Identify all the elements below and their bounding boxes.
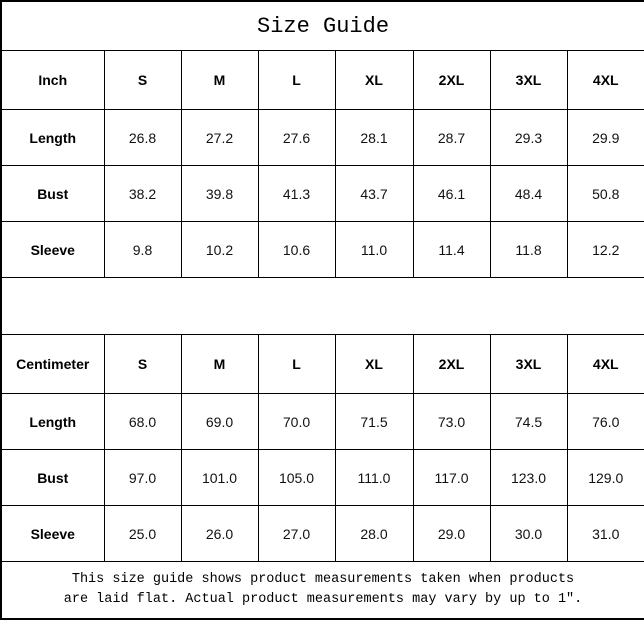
size-header-xl: XL [334,50,414,110]
cell-value: 29.9 [566,109,644,166]
size-header-s: S [103,334,182,394]
cell-value: 10.2 [180,221,259,278]
size-header-2xl: 2XL [412,50,491,110]
cell-value: 43.7 [334,165,414,222]
cell-value: 74.5 [489,393,568,450]
row-label-sleeve: Sleeve [0,221,105,278]
row-label-sleeve: Sleeve [0,505,105,562]
cell-value: 27.2 [180,109,259,166]
cell-value: 9.8 [103,221,182,278]
footer-note-line2: are laid flat. Actual product measuremen… [63,592,583,607]
size-header-4xl: 4XL [566,50,644,110]
size-header-l: L [257,50,336,110]
size-header-3xl: 3XL [489,334,568,394]
cell-value: 39.8 [180,165,259,222]
cell-value: 25.0 [103,505,182,562]
size-header-m: M [180,50,259,110]
cell-value: 12.2 [566,221,644,278]
cell-value: 31.0 [566,505,644,562]
cell-value: 30.0 [489,505,568,562]
cell-value: 29.0 [412,505,491,562]
row-label-length: Length [0,393,105,450]
cell-value: 11.0 [334,221,414,278]
footer-note-line1: This size guide shows product measuremen… [71,572,575,588]
unit-header-inch: Inch [0,50,105,110]
page-title: Size Guide [0,0,644,51]
table-row-cm-length: Length 68.0 69.0 70.0 71.5 73.0 74.5 76.… [0,393,644,450]
title-row: Size Guide [0,0,644,51]
size-header-4xl: 4XL [566,334,644,394]
row-label-bust: Bust [0,165,105,222]
cm-header-row: Centimeter S M L XL 2XL 3XL 4XL [0,334,644,394]
size-header-3xl: 3XL [489,50,568,110]
spacer-cell [0,277,644,335]
cell-value: 129.0 [566,449,644,506]
cell-value: 11.8 [489,221,568,278]
cell-value: 29.3 [489,109,568,166]
spacer-row [0,277,644,335]
row-label-bust: Bust [0,449,105,506]
cell-value: 28.7 [412,109,491,166]
cell-value: 71.5 [334,393,414,450]
footer-row: This size guide shows product measuremen… [0,561,644,620]
cell-value: 28.0 [334,505,414,562]
cell-value: 73.0 [412,393,491,450]
size-header-l: L [257,334,336,394]
size-header-2xl: 2XL [412,334,491,394]
row-label-length: Length [0,109,105,166]
cell-value: 28.1 [334,109,414,166]
cell-value: 111.0 [334,449,414,506]
table-row-cm-sleeve: Sleeve 25.0 26.0 27.0 28.0 29.0 30.0 31.… [0,505,644,562]
cell-value: 105.0 [257,449,336,506]
cell-value: 27.6 [257,109,336,166]
size-header-m: M [180,334,259,394]
cell-value: 97.0 [103,449,182,506]
cell-value: 11.4 [412,221,491,278]
cell-value: 76.0 [566,393,644,450]
cell-value: 117.0 [412,449,491,506]
cell-value: 46.1 [412,165,491,222]
cell-value: 69.0 [180,393,259,450]
cell-value: 27.0 [257,505,336,562]
unit-header-centimeter: Centimeter [0,334,105,394]
cell-value: 10.6 [257,221,336,278]
cell-value: 26.8 [103,109,182,166]
table-row-inch-bust: Bust 38.2 39.8 41.3 43.7 46.1 48.4 50.8 [0,165,644,222]
cell-value: 123.0 [489,449,568,506]
size-header-s: S [103,50,182,110]
cell-value: 101.0 [180,449,259,506]
footer-note: This size guide shows product measuremen… [0,561,644,620]
cell-value: 70.0 [257,393,336,450]
cell-value: 68.0 [103,393,182,450]
table-row-cm-bust: Bust 97.0 101.0 105.0 111.0 117.0 123.0 … [0,449,644,506]
size-header-xl: XL [334,334,414,394]
cell-value: 38.2 [103,165,182,222]
table-row-inch-length: Length 26.8 27.2 27.6 28.1 28.7 29.3 29.… [0,109,644,166]
cell-value: 41.3 [257,165,336,222]
cell-value: 26.0 [180,505,259,562]
cell-value: 50.8 [566,165,644,222]
table-row-inch-sleeve: Sleeve 9.8 10.2 10.6 11.0 11.4 11.8 12.2 [0,221,644,278]
cell-value: 48.4 [489,165,568,222]
inch-header-row: Inch S M L XL 2XL 3XL 4XL [0,50,644,110]
